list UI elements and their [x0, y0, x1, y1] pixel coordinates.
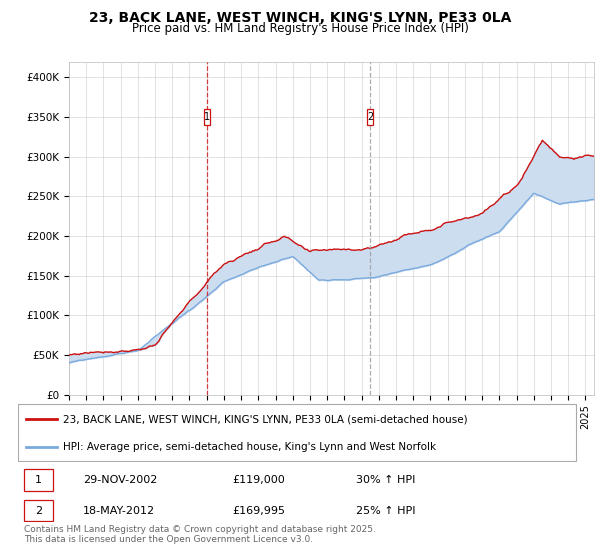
- FancyBboxPatch shape: [23, 469, 53, 491]
- FancyBboxPatch shape: [367, 109, 373, 124]
- Text: 2: 2: [35, 506, 42, 516]
- Text: 30% ↑ HPI: 30% ↑ HPI: [356, 475, 416, 485]
- FancyBboxPatch shape: [18, 404, 577, 461]
- FancyBboxPatch shape: [23, 500, 53, 521]
- Text: 2: 2: [367, 111, 373, 122]
- Text: Contains HM Land Registry data © Crown copyright and database right 2025.
This d: Contains HM Land Registry data © Crown c…: [24, 525, 376, 544]
- Text: 23, BACK LANE, WEST WINCH, KING'S LYNN, PE33 0LA: 23, BACK LANE, WEST WINCH, KING'S LYNN, …: [89, 11, 511, 25]
- Text: Price paid vs. HM Land Registry's House Price Index (HPI): Price paid vs. HM Land Registry's House …: [131, 22, 469, 35]
- Text: 1: 1: [35, 475, 42, 485]
- Text: 25% ↑ HPI: 25% ↑ HPI: [356, 506, 416, 516]
- Text: HPI: Average price, semi-detached house, King's Lynn and West Norfolk: HPI: Average price, semi-detached house,…: [63, 442, 436, 452]
- FancyBboxPatch shape: [203, 109, 210, 124]
- Text: 1: 1: [203, 111, 210, 122]
- Text: 23, BACK LANE, WEST WINCH, KING'S LYNN, PE33 0LA (semi-detached house): 23, BACK LANE, WEST WINCH, KING'S LYNN, …: [63, 414, 468, 424]
- Text: 29-NOV-2002: 29-NOV-2002: [83, 475, 157, 485]
- Text: £169,995: £169,995: [232, 506, 286, 516]
- Text: £119,000: £119,000: [232, 475, 285, 485]
- Text: 18-MAY-2012: 18-MAY-2012: [83, 506, 155, 516]
